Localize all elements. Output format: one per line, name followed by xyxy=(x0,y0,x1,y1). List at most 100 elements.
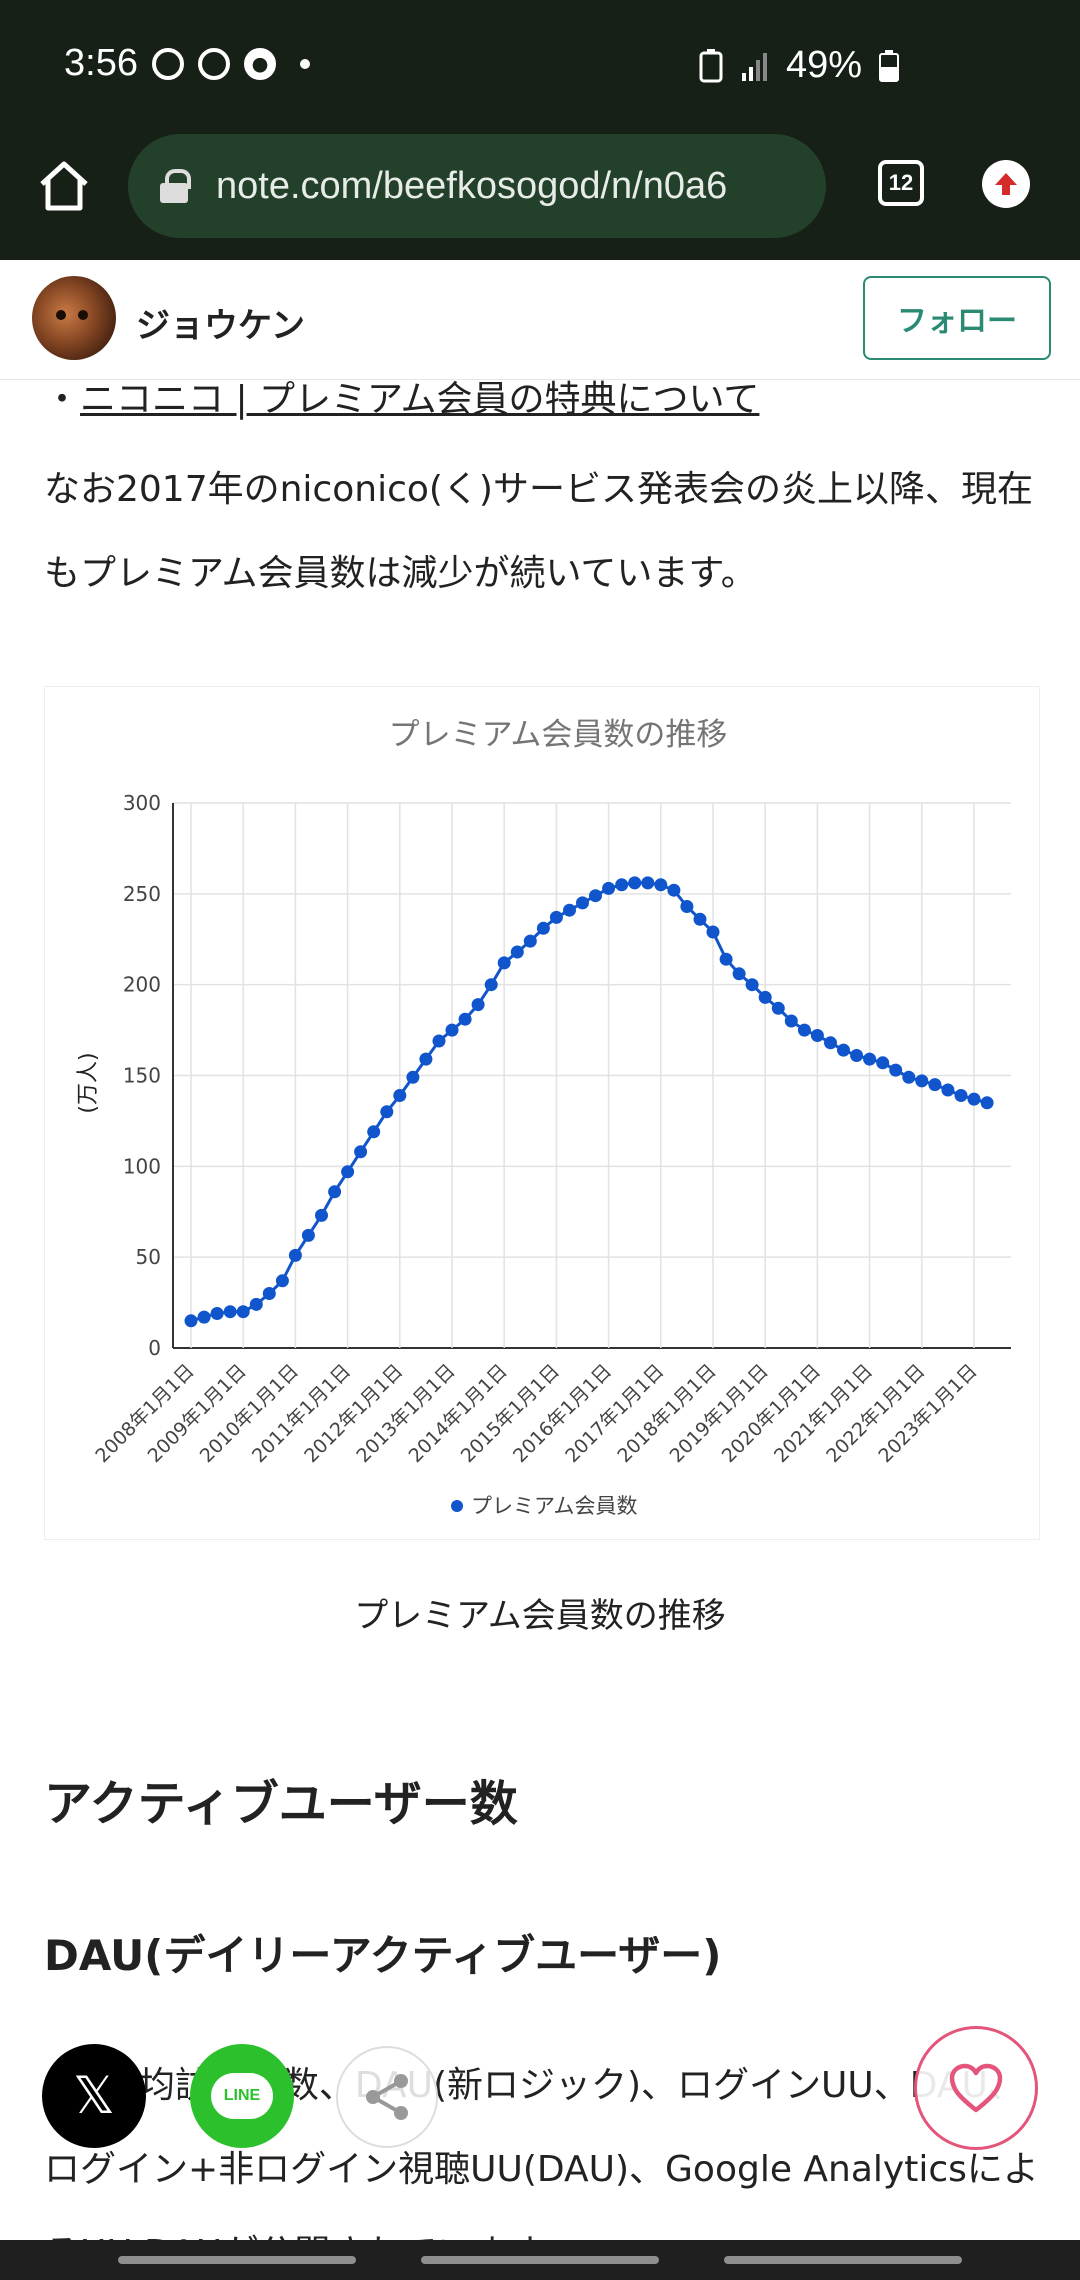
data-point xyxy=(445,1023,459,1037)
data-point xyxy=(850,1049,864,1062)
data-point xyxy=(784,1014,798,1028)
data-point xyxy=(510,945,524,959)
data-point xyxy=(954,1089,968,1102)
data-point xyxy=(745,978,759,992)
chart-y-ticks: 0 50 100 150 200 250 300 xyxy=(123,791,161,1360)
share-button[interactable] xyxy=(336,2046,438,2148)
premium-members-chart: プレミアム会員数の推移 (万人) 0 50 100 150 200 250 300 2008… xyxy=(76,717,1011,1518)
author-header: ジョウケン フォロー xyxy=(0,262,1080,380)
like-button[interactable] xyxy=(914,2026,1038,2150)
address-bar[interactable]: note.com/beefkosogod/n/n0a6 xyxy=(128,134,826,238)
data-point xyxy=(876,1056,890,1070)
data-point xyxy=(432,1034,446,1048)
data-point xyxy=(693,912,707,926)
related-link-line: ・ニコニコ | プレミアム会員の特典について xyxy=(44,370,759,422)
battery-icon xyxy=(879,49,899,82)
y-tick-label: 50 xyxy=(136,1245,161,1269)
subsection-heading-dau: DAU(デイリーアクティブユーザー) xyxy=(44,1931,722,1980)
data-point xyxy=(380,1105,394,1119)
data-point xyxy=(771,1001,785,1015)
data-point xyxy=(902,1070,916,1084)
nav-home-button[interactable] xyxy=(421,2256,659,2264)
recycle-battery-icon xyxy=(699,48,723,82)
data-point xyxy=(967,1092,981,1106)
data-point xyxy=(288,1248,302,1262)
data-point xyxy=(602,881,616,895)
notification-icon xyxy=(152,48,184,80)
y-tick-label: 300 xyxy=(123,791,161,815)
heart-icon xyxy=(949,2063,1003,2113)
data-point xyxy=(406,1070,420,1084)
data-point xyxy=(301,1228,315,1242)
data-point xyxy=(471,998,485,1012)
system-navigation-bar xyxy=(0,2240,1080,2280)
nav-back-button[interactable] xyxy=(724,2256,962,2264)
data-point xyxy=(367,1125,381,1139)
data-point xyxy=(863,1052,877,1066)
data-point xyxy=(824,1036,837,1050)
legend-marker xyxy=(451,1500,463,1512)
data-point xyxy=(197,1310,211,1324)
chart-x-ticks: 2008年1月1日2009年1月1日2010年1月1日2011年1月1日2012… xyxy=(91,1360,981,1467)
data-point xyxy=(654,878,668,892)
data-point xyxy=(419,1052,433,1066)
y-tick-label: 100 xyxy=(123,1154,161,1178)
notification-icon xyxy=(198,48,230,80)
headset-icon xyxy=(244,48,276,80)
data-point xyxy=(458,1012,472,1026)
chart-y-axis-label: (万人) xyxy=(76,1052,101,1113)
notification-icons xyxy=(152,48,310,80)
data-point xyxy=(837,1043,850,1057)
chart-title: プレミアム会員数の推移 xyxy=(389,717,728,753)
battery-percent: 49% xyxy=(785,44,862,86)
data-point xyxy=(941,1083,955,1097)
data-point xyxy=(549,910,563,924)
nav-recent-button[interactable] xyxy=(118,2256,356,2264)
chart-legend: プレミアム会員数 xyxy=(451,1494,638,1518)
data-point xyxy=(484,978,498,992)
browser-toolbar: note.com/beefkosogod/n/n0a6 12 xyxy=(0,130,1080,260)
y-tick-label: 200 xyxy=(123,973,161,997)
data-point xyxy=(184,1314,198,1328)
data-point xyxy=(915,1074,929,1088)
url-text: note.com/beefkosogod/n/n0a6 xyxy=(216,164,728,207)
data-point xyxy=(328,1185,342,1199)
data-point xyxy=(341,1165,355,1179)
premium-benefits-link[interactable]: ニコニコ | プレミアム会員の特典について xyxy=(80,379,760,420)
data-point xyxy=(536,921,550,935)
line-logo-icon: LINE xyxy=(211,2073,273,2119)
data-point xyxy=(797,1023,811,1037)
share-x-button[interactable]: 𝕏 xyxy=(42,2044,146,2148)
data-point xyxy=(315,1208,328,1222)
data-point xyxy=(719,952,733,966)
data-point xyxy=(589,889,602,903)
data-point xyxy=(393,1089,407,1102)
data-point xyxy=(889,1063,903,1077)
chart-series xyxy=(184,876,994,1328)
tab-switcher-button[interactable]: 12 xyxy=(878,160,924,206)
data-point xyxy=(210,1307,224,1320)
avatar[interactable] xyxy=(32,276,116,360)
legend-label: プレミアム会員数 xyxy=(471,1494,638,1518)
data-point xyxy=(615,878,629,892)
data-point xyxy=(810,1029,824,1042)
data-point xyxy=(641,876,655,890)
series-line xyxy=(190,881,988,1323)
data-point xyxy=(236,1305,250,1319)
share-line-button[interactable]: LINE xyxy=(190,2044,294,2148)
home-icon[interactable] xyxy=(36,158,92,214)
data-point xyxy=(262,1287,276,1300)
author-name[interactable]: ジョウケン xyxy=(136,306,305,346)
data-point xyxy=(497,956,511,970)
y-tick-label: 150 xyxy=(123,1064,161,1088)
data-point xyxy=(275,1274,289,1288)
data-point xyxy=(576,896,589,910)
figure-caption: プレミアム会員数の推移 xyxy=(354,1596,726,1636)
share-icon xyxy=(366,2074,408,2120)
data-point xyxy=(223,1305,237,1319)
upload-icon[interactable] xyxy=(982,160,1030,208)
data-point xyxy=(628,876,642,890)
follow-button[interactable]: フォロー xyxy=(863,276,1051,360)
status-bar: 3:56 49% xyxy=(0,0,1080,130)
data-point xyxy=(928,1078,942,1092)
